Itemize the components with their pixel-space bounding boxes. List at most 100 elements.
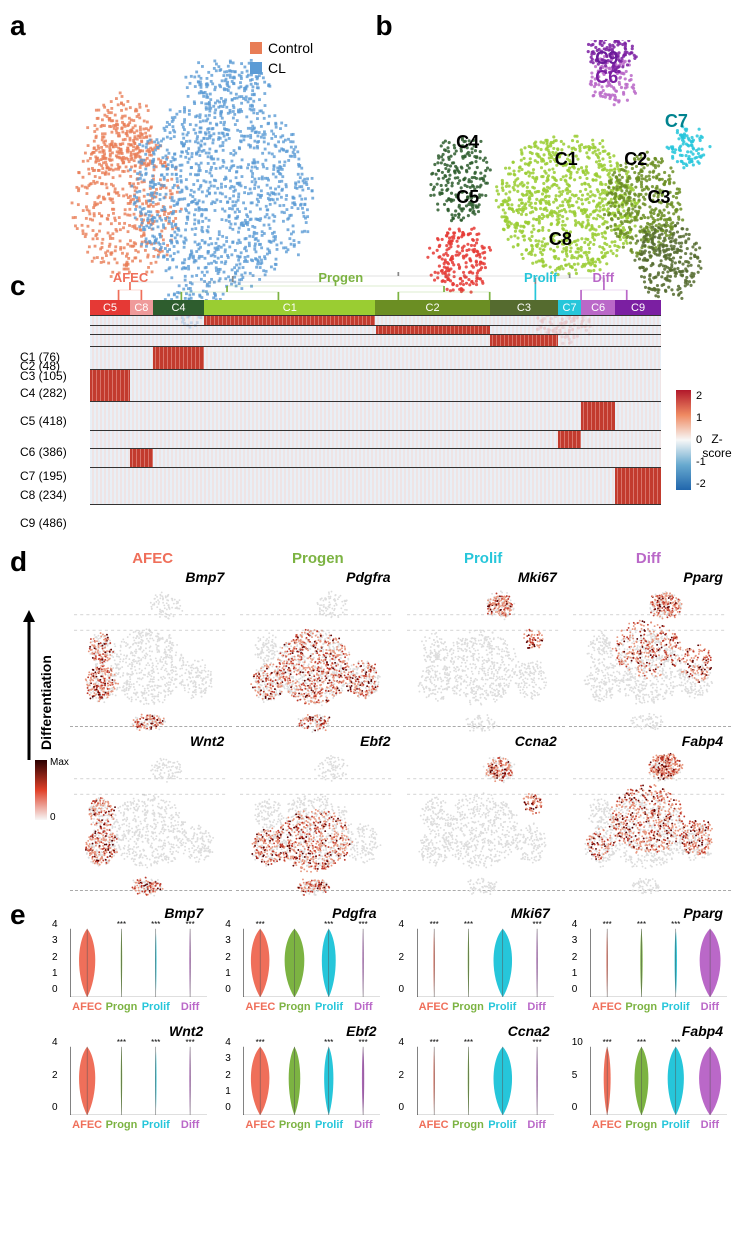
expr-map-Bmp7: Bmp7 — [70, 567, 232, 727]
cluster-seg-C5: C5 — [90, 300, 130, 315]
cluster-color-bar: C5C8C4C1C2C3C7C6C9 — [90, 300, 661, 315]
legend-text: CL — [268, 60, 286, 76]
gene-label: Fabp4 — [682, 733, 723, 749]
heatmap-row-label: C5 (418) — [20, 405, 67, 438]
expr-scatter — [240, 751, 394, 905]
cluster-seg-C8: C8 — [130, 300, 153, 315]
heatmap-row-label: C8 (234) — [20, 485, 67, 505]
violin-xlabel: Prolif — [139, 1119, 173, 1131]
expr-map-Fabp4: Fabp4 — [569, 731, 731, 891]
expr-map-Pparg: Pparg — [569, 567, 731, 727]
ytick: 2 — [52, 952, 58, 963]
violin-xlabel: Progn — [278, 1119, 312, 1131]
gene-label: Mki67 — [518, 569, 557, 585]
violin-xlabel: Diff — [173, 1001, 207, 1013]
violin-xlabel: Diff — [519, 1119, 553, 1131]
cluster-seg-C7: C7 — [558, 300, 581, 315]
dendro-group: AFEC — [113, 270, 148, 285]
ytick: 2 — [225, 952, 231, 963]
legend-item: CL — [250, 60, 313, 76]
violin-xlabel: AFEC — [590, 1119, 624, 1131]
cluster-label-C3: C3 — [648, 187, 671, 208]
violin-xlabel: Diff — [693, 1119, 727, 1131]
heatmap-row-label: C4 (282) — [20, 382, 67, 405]
ytick: 3 — [572, 935, 578, 946]
violin-xlabel: Progn — [278, 1001, 312, 1013]
heatmap-row-labels: C1 (76)C2 (48)C3 (105)C4 (282)C5 (418)C6… — [20, 352, 67, 542]
ytick: 3 — [52, 935, 58, 946]
gene-label: Ebf2 — [360, 733, 390, 749]
panel-b: b C1C2C3C4C5C6C7C8C9 — [376, 10, 742, 270]
ytick: 4 — [399, 1037, 405, 1048]
violin-xgroups: AFECPrognProlifDiff — [70, 1119, 207, 1131]
expression-scale: Max 0 — [35, 760, 47, 820]
violin-Bmp7: Bmp7 ********* 01234 AFECPrognProlifDiff — [50, 903, 211, 1013]
violin-xlabel: Prolif — [312, 1119, 346, 1131]
zscore-colorbar — [676, 390, 691, 490]
violin-Pdgfra: Pdgfra ********* 01234 AFECPrognProlifDi… — [223, 903, 384, 1013]
heatmap — [90, 315, 661, 505]
expr-max: Max — [50, 757, 69, 768]
violin-svg: ********* — [417, 1037, 554, 1115]
ytick: 4 — [225, 1037, 231, 1048]
expr-scatter — [74, 751, 228, 905]
violin-xlabel: Progn — [451, 1119, 485, 1131]
zscore-label: Z-score — [698, 432, 736, 460]
ytick: 3 — [225, 1053, 231, 1064]
violin-xlabel: Prolif — [658, 1001, 692, 1013]
cluster-seg-C3: C3 — [490, 300, 559, 315]
violin-xlabel: Progn — [624, 1119, 658, 1131]
violin-yticks: 024 — [399, 919, 405, 995]
violin-svg: ********* — [417, 919, 554, 997]
dendro-group: Progen — [318, 270, 363, 285]
violin-xgroups: AFECPrognProlifDiff — [590, 1001, 727, 1013]
ytick: 2 — [399, 952, 405, 963]
violin-xlabel: Diff — [173, 1119, 207, 1131]
cluster-seg-C9: C9 — [615, 300, 661, 315]
violin-xgroups: AFECPrognProlifDiff — [590, 1119, 727, 1131]
panel-d-group: AFEC — [70, 550, 235, 567]
violin-xlabel: Progn — [104, 1001, 138, 1013]
ytick: 0 — [572, 984, 578, 995]
expr-scatter — [74, 587, 228, 741]
violin-xlabel: Prolif — [485, 1001, 519, 1013]
ztick: 2 — [696, 390, 706, 402]
ytick: 10 — [572, 1037, 583, 1048]
violin-yticks: 01234 — [52, 919, 58, 995]
violin-xgroups: AFECPrognProlifDiff — [417, 1001, 554, 1013]
ytick: 1 — [225, 968, 231, 979]
cluster-label-C5: C5 — [456, 187, 479, 208]
ytick: 0 — [52, 984, 58, 995]
panel-e-grid: Bmp7 ********* 01234 AFECPrognProlifDiff… — [50, 903, 731, 1131]
expr-map-Wnt2: Wnt2 — [70, 731, 232, 891]
panel-d-group: Diff — [566, 550, 731, 567]
gene-label: Pdgfra — [346, 569, 390, 585]
differentiation-label: Differentiation — [38, 655, 54, 750]
ytick: 4 — [52, 1037, 58, 1048]
violin-Fabp4: Fabp4 ********* 0510 AFECPrognProlifDiff — [570, 1021, 731, 1131]
expr-map-Ebf2: Ebf2 — [236, 731, 398, 891]
expression-colorbar — [35, 760, 47, 820]
ytick: 1 — [572, 968, 578, 979]
cluster-seg-C6: C6 — [581, 300, 615, 315]
violin-xlabel: Diff — [693, 1001, 727, 1013]
cluster-label-C4: C4 — [456, 132, 479, 153]
violin-yticks: 01234 — [225, 1037, 231, 1113]
ytick: 2 — [52, 1070, 58, 1081]
gene-label: Ccna2 — [515, 733, 557, 749]
violin-xlabel: AFEC — [417, 1001, 451, 1013]
violin-Ccna2: Ccna2 ********* 024 AFECPrognProlifDiff — [397, 1021, 558, 1131]
heatmap-row-C4 — [90, 346, 661, 368]
violin-xlabel: Diff — [519, 1001, 553, 1013]
ytick: 0 — [225, 984, 231, 995]
violin-Ebf2: Ebf2 ********* 01234 AFECPrognProlifDiff — [223, 1021, 384, 1131]
violin-svg: ********* — [590, 919, 727, 997]
violin-xlabel: Progn — [104, 1119, 138, 1131]
heatmap-row-label: C9 (486) — [20, 505, 67, 543]
heatmap-row-C7 — [90, 430, 661, 448]
ytick: 3 — [225, 935, 231, 946]
violin-yticks: 024 — [52, 1037, 58, 1113]
gene-label: Wnt2 — [190, 733, 224, 749]
heatmap-row-label: C6 (386) — [20, 437, 67, 467]
violin-yticks: 0510 — [572, 1037, 583, 1113]
